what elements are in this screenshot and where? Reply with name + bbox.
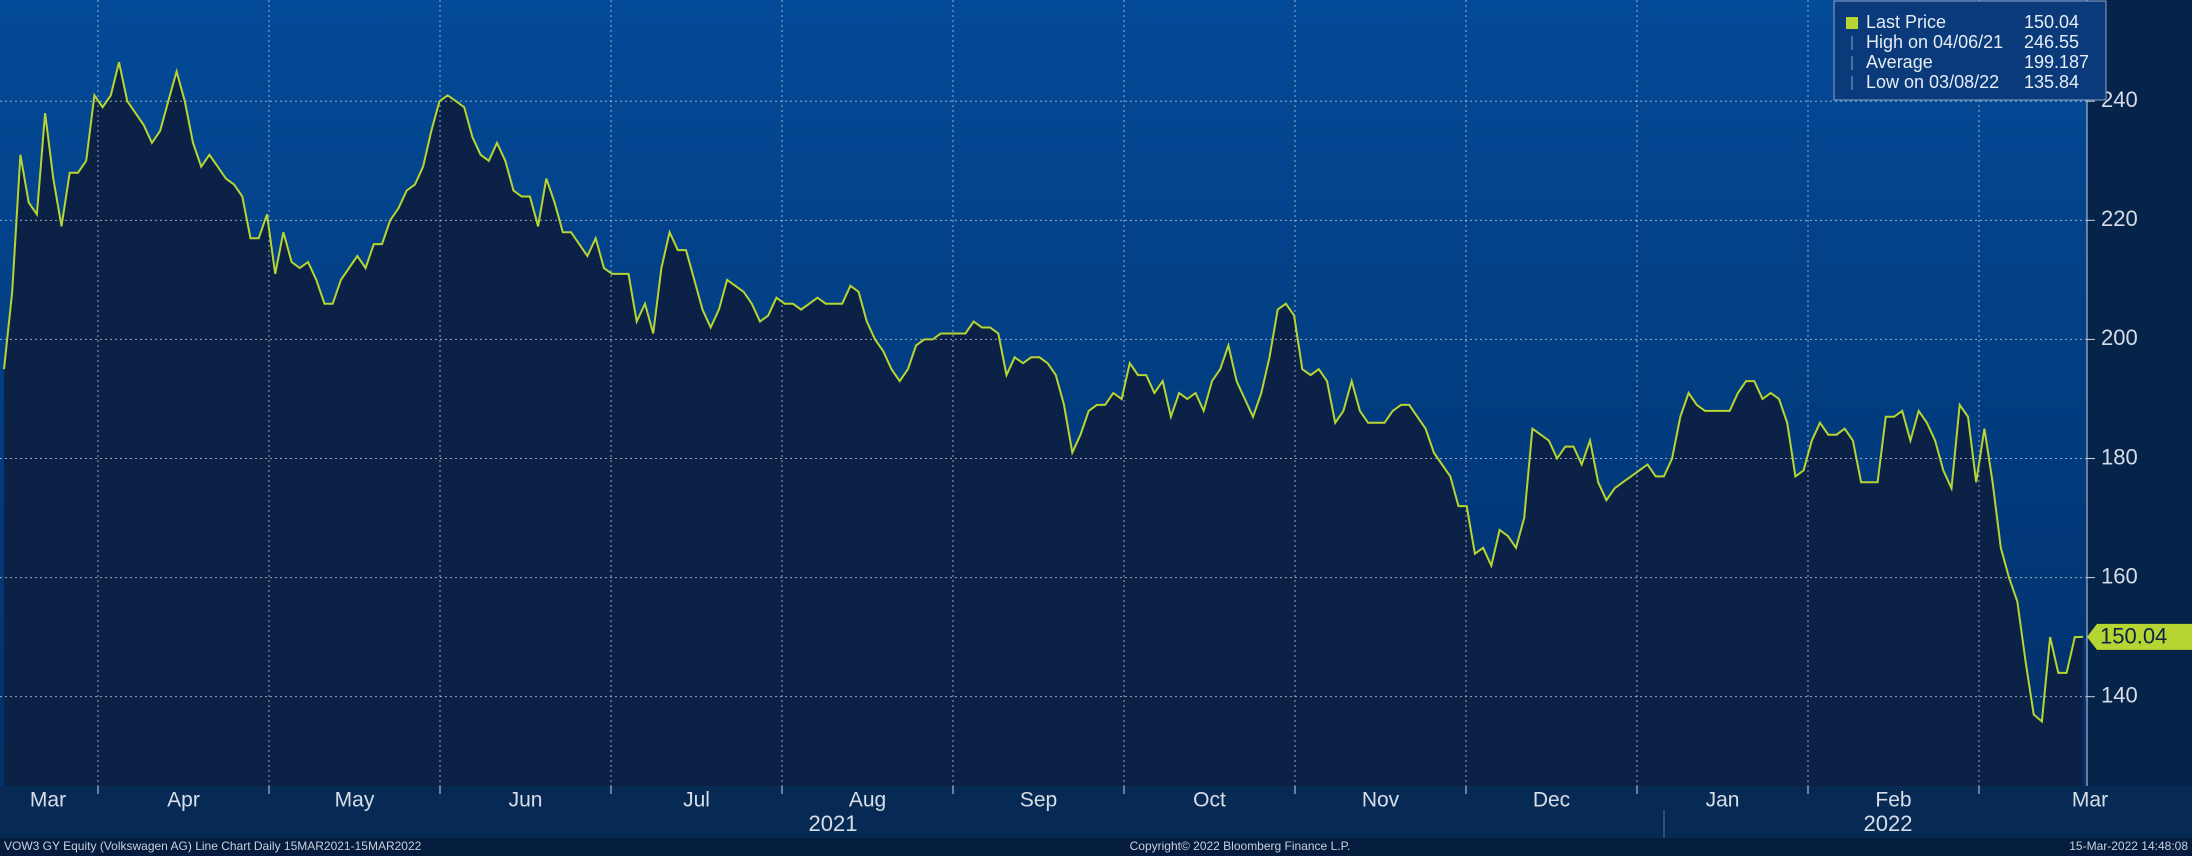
x-tick-label: Mar (30, 789, 66, 812)
x-tick-label: Dec (1533, 789, 1570, 812)
year-label: 2021 (809, 811, 858, 836)
y-tick-label: 220 (2101, 206, 2138, 231)
x-tick-label: Oct (1193, 789, 1226, 812)
legend-value: 135.84 (2024, 72, 2079, 92)
legend-box (1833, 0, 2107, 101)
legend-value: 246.55 (2024, 32, 2079, 52)
footer-right: 15-Mar-2022 14:48:08 (2069, 839, 2188, 853)
x-tick-label: Jul (683, 789, 710, 812)
price-area (4, 62, 2083, 786)
x-tick-label: Apr (167, 789, 200, 812)
x-tick-label: May (335, 789, 375, 812)
footer-left: VOW3 GY Equity (Volkswagen AG) Line Char… (4, 839, 422, 853)
legend-swatch (1846, 17, 1858, 29)
x-tick-label: Sep (1020, 789, 1057, 812)
y-tick-label: 160 (2101, 563, 2138, 588)
footer-band (0, 838, 2192, 856)
y-tick-label: 240 (2101, 87, 2138, 112)
legend-label: Last Price (1866, 12, 1946, 32)
legend-value: 150.04 (2024, 12, 2079, 32)
legend-value: 199.187 (2024, 52, 2089, 72)
x-tick-label: Jan (1706, 789, 1740, 812)
price-line (3, 61, 2084, 724)
legend-label: High on 04/06/21 (1866, 32, 2003, 52)
x-tick-label: Jun (509, 789, 543, 812)
year-label: 2022 (1864, 811, 1913, 836)
x-tick-label: Feb (1875, 789, 1911, 812)
y-tick-label: 140 (2101, 682, 2138, 707)
last-price-label: 150.04 (2100, 624, 2167, 649)
x-tick-label: Aug (849, 789, 886, 812)
x-tick-label: Nov (1362, 789, 1400, 812)
x-tick-label: Mar (2072, 789, 2108, 812)
legend-label: Average (1866, 52, 1933, 72)
last-price-tag (2087, 623, 2192, 650)
legend-label: Low on 03/08/22 (1866, 72, 1999, 92)
y-tick-label: 180 (2101, 444, 2138, 469)
y-tick-label: 200 (2101, 325, 2138, 350)
footer-center: Copyright© 2022 Bloomberg Finance L.P. (1130, 839, 1351, 853)
axis-band (0, 786, 2192, 838)
